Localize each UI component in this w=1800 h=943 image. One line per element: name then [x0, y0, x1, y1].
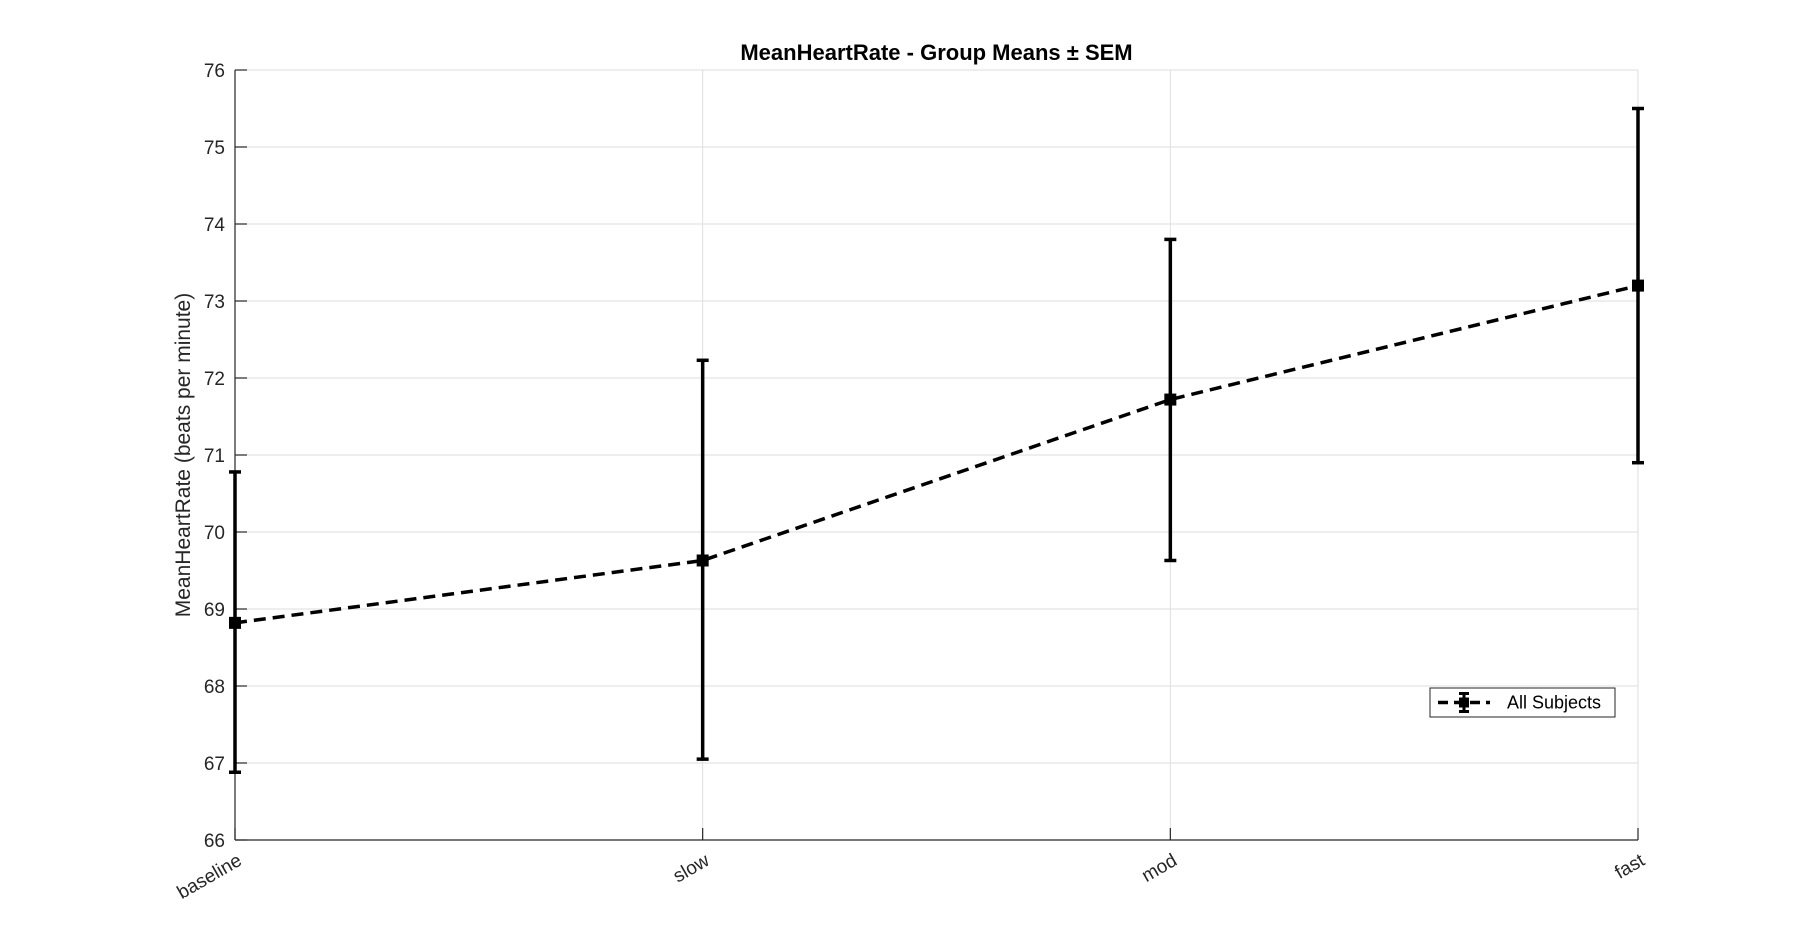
data-point-slow	[696, 554, 709, 567]
chart-title: MeanHeartRate - Group Means ± SEM	[740, 40, 1132, 65]
y-tick-label-70: 70	[204, 523, 225, 544]
y-tick-label-74: 74	[204, 215, 226, 236]
y-tick-label-66: 66	[204, 831, 225, 852]
y-axis-ticks: 66 67 68 69 70 71 72 73 74 75 76	[204, 61, 247, 852]
data-point-fast	[1632, 279, 1644, 292]
y-tick-label-67: 67	[204, 754, 225, 775]
data-point-baseline	[229, 616, 241, 629]
y-tick-label-69: 69	[204, 600, 225, 621]
series-line-0	[234, 283, 1639, 625]
y-tick-label-71: 71	[204, 446, 225, 467]
y-tick-label-75: 75	[204, 138, 225, 159]
legend: All Subjects	[1429, 687, 1616, 718]
y-tick-label-68: 68	[204, 677, 225, 698]
y-tick-label-76: 76	[204, 61, 225, 82]
legend-marker-sample	[1459, 697, 1469, 708]
y-tick-label-72: 72	[204, 369, 225, 390]
data-point-mod	[1164, 393, 1177, 406]
legend-entry-all-subjects: All Subjects	[1507, 693, 1601, 713]
y-axis-label: MeanHeartRate (beats per minute)	[172, 293, 195, 618]
series-all-subjects	[229, 106, 1644, 774]
y-tick-label-73: 73	[204, 292, 225, 313]
